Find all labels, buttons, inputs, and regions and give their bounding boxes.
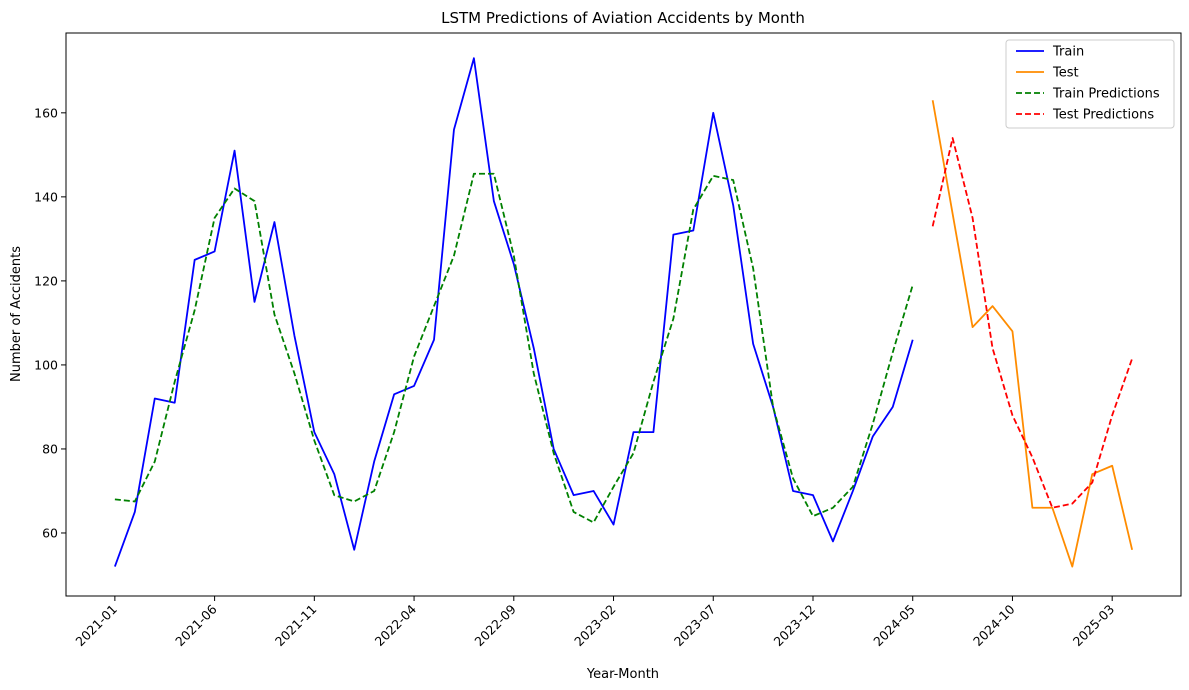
series-line-train-predictions	[114, 172, 914, 524]
y-tick-label: 60	[42, 525, 58, 540]
x-axis-title: Year-Month	[586, 667, 659, 682]
legend-box	[1005, 39, 1175, 129]
y-axis-title: Number of Accidents	[9, 246, 24, 382]
y-tick-label: 100	[34, 357, 58, 372]
series-line-test-predictions	[931, 137, 1133, 509]
legend: Train Test Train Predictions Test Predictio…	[1005, 39, 1175, 129]
y-tick-label: 140	[34, 189, 58, 204]
legend-label: Train	[1052, 45, 1084, 60]
legend-label: Test	[1052, 66, 1079, 81]
series-line-test	[931, 100, 1134, 568]
plot-frame	[65, 32, 1182, 597]
legend-label: Test Predictions	[1052, 108, 1154, 123]
y-tick-label: 80	[42, 441, 58, 456]
y-tick-label: 120	[34, 273, 58, 288]
plot-area	[114, 57, 1134, 568]
series-line-train	[114, 57, 914, 567]
chart-title: LSTM Predictions of Aviation Accidents b…	[441, 9, 805, 27]
legend-label: Train Predictions	[1052, 87, 1160, 102]
y-axis: 60 80 100 120 140 160	[34, 105, 66, 540]
y-tick-label: 160	[34, 105, 58, 120]
